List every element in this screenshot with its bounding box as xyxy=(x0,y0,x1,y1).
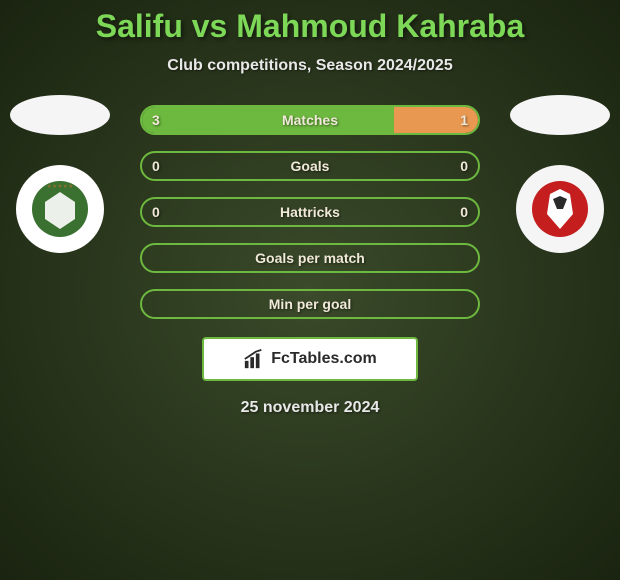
team-crest-left-icon: ★★★★★ xyxy=(25,174,95,244)
stat-row: Goals per match xyxy=(140,243,480,273)
player-avatar-left xyxy=(10,95,110,135)
comparison-content: ★★★★★ 31Matches 00Goals 00Hattricks Goals p… xyxy=(0,105,620,417)
stat-label: Goals xyxy=(142,158,478,174)
stat-label: Matches xyxy=(142,112,478,128)
stat-row: 00Hattricks xyxy=(140,197,480,227)
fctables-logo: FcTables.com xyxy=(202,337,418,381)
page-subtitle: Club competitions, Season 2024/2025 xyxy=(167,57,452,75)
stat-row: 00Goals xyxy=(140,151,480,181)
logo-text: FcTables.com xyxy=(271,350,377,368)
stat-row: 31Matches xyxy=(140,105,480,135)
team-badge-right xyxy=(516,165,604,253)
stat-bars: 31Matches 00Goals 00Hattricks Goals per mat… xyxy=(140,105,480,319)
stat-row: Min per goal xyxy=(140,289,480,319)
team-badge-left: ★★★★★ xyxy=(16,165,104,253)
svg-text:★★★★★: ★★★★★ xyxy=(47,183,74,190)
stat-label: Hattricks xyxy=(142,204,478,220)
stat-label: Min per goal xyxy=(142,296,478,312)
team-crest-right-icon xyxy=(525,174,595,244)
date-label: 25 november 2024 xyxy=(0,399,620,417)
page-title: Salifu vs Mahmoud Kahraba xyxy=(96,8,525,45)
bar-chart-icon xyxy=(243,348,265,370)
stat-label: Goals per match xyxy=(142,250,478,266)
player-avatar-right xyxy=(510,95,610,135)
